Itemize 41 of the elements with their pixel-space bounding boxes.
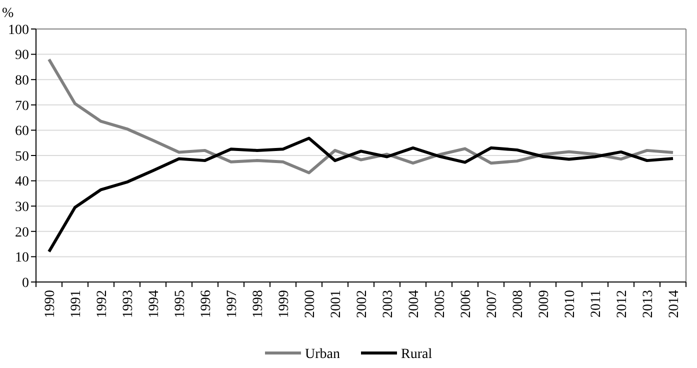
x-tick-label: 2014 bbox=[667, 290, 682, 318]
x-tick-label: 2000 bbox=[303, 290, 318, 318]
x-tick-label: 2007 bbox=[485, 290, 500, 318]
y-tick-label: 30 bbox=[15, 200, 29, 215]
x-tick-label: 2004 bbox=[407, 290, 422, 318]
line-series bbox=[48, 58, 674, 174]
legend-label: Rural bbox=[401, 346, 432, 362]
x-tick-label: 2009 bbox=[537, 290, 552, 318]
x-tick-label: 2003 bbox=[381, 290, 396, 318]
x-tick-label: 2002 bbox=[355, 290, 370, 318]
y-tick-label: 40 bbox=[15, 174, 29, 190]
x-tick-label: 2001 bbox=[329, 290, 344, 318]
y-axis-title: % bbox=[2, 6, 14, 21]
x-tick-label: 2010 bbox=[563, 290, 578, 318]
x-tick-label: 1997 bbox=[225, 290, 240, 318]
x-tick-label: 2008 bbox=[511, 290, 526, 318]
x-tick-label: 1998 bbox=[251, 290, 266, 318]
x-tick-label: 1995 bbox=[173, 290, 188, 318]
x-tick-label: 1992 bbox=[95, 290, 110, 318]
x-tick-label: 1994 bbox=[147, 290, 162, 318]
y-tick-label: 0 bbox=[22, 276, 29, 291]
x-tick-label: 2006 bbox=[459, 290, 474, 318]
x-tick-label: 2011 bbox=[589, 290, 604, 318]
y-tick-label: 70 bbox=[15, 98, 29, 114]
x-tick-label: 1999 bbox=[277, 290, 292, 318]
x-tick-label: 2013 bbox=[641, 290, 656, 318]
y-tick-label: 80 bbox=[15, 74, 29, 88]
legend-label: Urban bbox=[305, 346, 340, 362]
y-tick-label: 10 bbox=[15, 250, 29, 266]
x-tick-label: 1996 bbox=[199, 290, 214, 318]
line-series bbox=[48, 136, 674, 254]
x-tick-label: 2012 bbox=[615, 290, 630, 318]
x-tick-label: 1993 bbox=[121, 290, 136, 318]
y-tick-label: 60 bbox=[15, 124, 29, 140]
y-tick-label: 90 bbox=[15, 48, 29, 64]
y-tick-label: 100 bbox=[8, 22, 29, 38]
y-tick-label: 20 bbox=[15, 225, 29, 240]
x-tick-label: 2005 bbox=[433, 290, 448, 318]
x-tick-label: 1990 bbox=[43, 290, 58, 318]
y-tick-label: 50 bbox=[15, 149, 29, 164]
x-tick-label: 1991 bbox=[69, 290, 84, 318]
